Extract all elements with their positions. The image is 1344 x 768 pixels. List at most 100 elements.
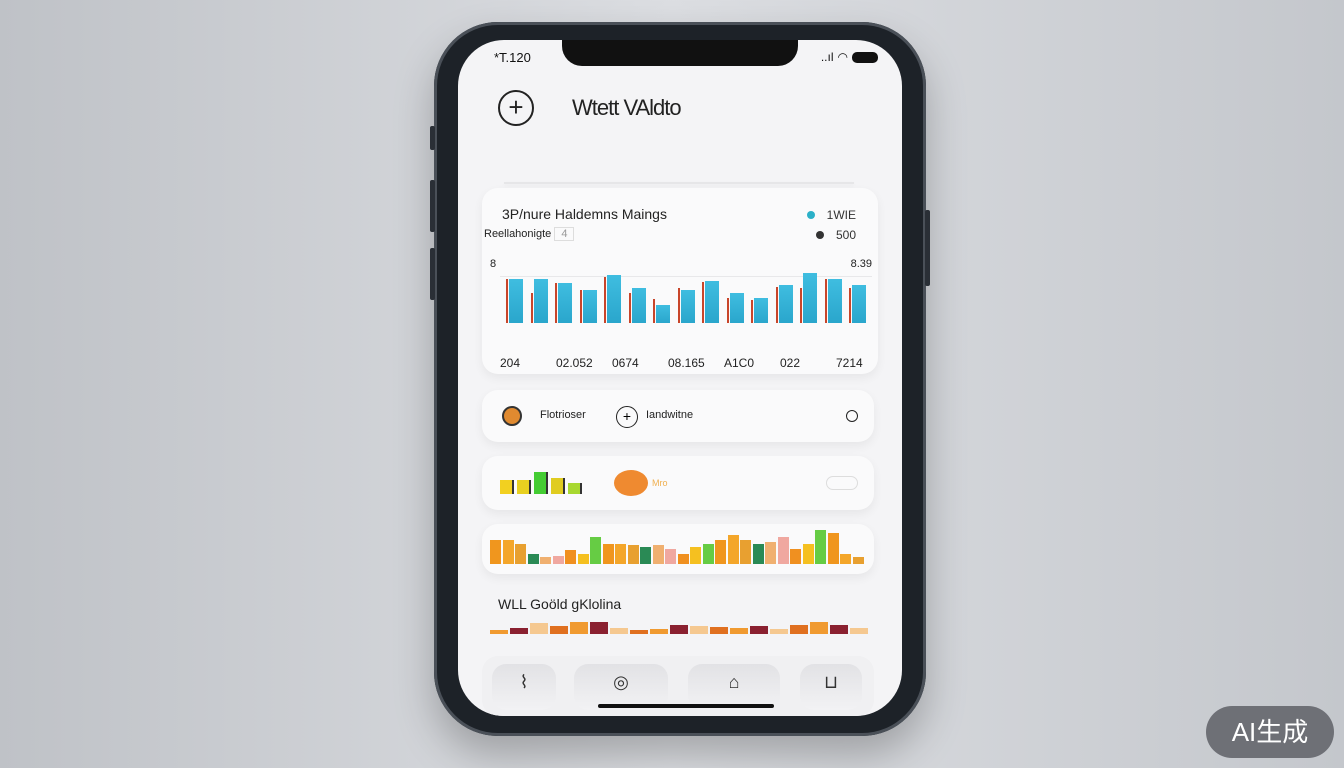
strip-bar: [540, 557, 551, 564]
power-button: [925, 210, 930, 286]
section-title: WLL Goöld gKlolina: [498, 596, 622, 612]
strip-bar: [610, 628, 628, 634]
strip-bar: [650, 629, 668, 634]
strip-bar: [830, 625, 848, 634]
strip-bar: [665, 548, 676, 564]
strip-bar: [810, 622, 828, 634]
strip-bar: [852, 557, 864, 564]
bar-mark: [852, 284, 866, 323]
bar-mark: [558, 283, 572, 323]
screen: *T‌.120 ..ıl ◠ + Wtett VAldto 3P/nure Ha…: [458, 40, 902, 716]
line-mark: [775, 287, 778, 323]
watermark-badge: AI生成: [1206, 706, 1334, 758]
signal-icon: ..ıl: [820, 50, 834, 64]
strip-bar: [627, 545, 639, 564]
row-item-2[interactable]: Iandwitne: [646, 409, 694, 421]
strip-bar: [702, 543, 714, 564]
legend-label: 1WIE: [826, 208, 856, 222]
strip-bar: [527, 553, 539, 564]
strip-bar: [565, 550, 576, 564]
strip-bar: [710, 627, 728, 634]
legend-item: 1WIE: [806, 208, 856, 222]
chart-card: 3P/nure Haldemns Maings Reellahonigte 4 …: [482, 188, 878, 374]
line-mark: [677, 288, 680, 323]
bar-chart: [500, 273, 872, 336]
row-item-1[interactable]: Flotrioser: [540, 409, 586, 421]
line-mark: [849, 288, 851, 323]
orange-icon: [614, 470, 648, 496]
volume-up-button: [430, 180, 435, 232]
mini-bar: [500, 479, 514, 494]
line-mark: [530, 293, 533, 323]
clock-icon[interactable]: +: [616, 406, 638, 428]
bar-mark: [827, 279, 842, 323]
line-mark: [604, 277, 606, 323]
line-mark: [751, 300, 753, 323]
strip-bar: [752, 543, 764, 564]
strip-bar-chart: [490, 530, 866, 564]
bar-mark: [680, 289, 695, 323]
page-title: Wtett VAldto: [572, 95, 682, 120]
mini-bar: [534, 472, 548, 494]
avatar[interactable]: [502, 406, 522, 426]
mini-bar: [517, 479, 531, 494]
strip-bar: [790, 625, 808, 634]
line-mark: [628, 293, 631, 323]
bar-mark: [778, 284, 793, 323]
cup-icon[interactable]: ⊔: [800, 664, 862, 710]
strip-bar: [827, 533, 839, 564]
strip-bar: [690, 547, 701, 564]
radio-button[interactable]: [846, 410, 858, 422]
row-card: Flotrioser + Iandwitne: [482, 390, 874, 442]
x-tick-label: 0674: [612, 356, 639, 370]
bar-mark: [607, 275, 621, 323]
toggle[interactable]: [826, 476, 858, 490]
strip-card: [482, 524, 874, 574]
strip-bar: [815, 530, 826, 564]
chart-subtitle: Reellahonigte 4: [484, 227, 575, 241]
line-mark: [824, 279, 827, 323]
box-icon[interactable]: ⌂: [688, 664, 780, 710]
x-tick-label: 204: [500, 356, 521, 370]
mini-bar: [551, 478, 565, 494]
strip-bar: [640, 547, 651, 564]
home-indicator[interactable]: [598, 704, 774, 708]
y-label-right: 8.39: [850, 258, 872, 270]
mini-label: Mro: [652, 478, 668, 488]
x-tick-label: 08.165: [668, 356, 705, 370]
strip-bar: [770, 629, 788, 634]
line-mark: [506, 279, 508, 323]
bar-mark: [533, 279, 548, 323]
notch: [562, 40, 798, 66]
strip-bar: [840, 553, 851, 564]
x-tick-label: 02.052: [556, 356, 593, 370]
strip-bar: [550, 626, 568, 634]
edit-icon[interactable]: 4: [554, 227, 575, 241]
strip-bar: [552, 555, 564, 564]
wifi-icon: ◠: [837, 50, 848, 64]
strip-bar: [602, 543, 614, 564]
legend-item: 500: [815, 228, 856, 242]
strip-bar: [515, 543, 526, 564]
strip-bar: [590, 622, 608, 634]
header: + Wtett VAldto: [498, 90, 682, 126]
strip-bar: [502, 540, 514, 564]
status-icons: ..ıl ◠: [821, 50, 878, 64]
route-icon[interactable]: ⌇: [492, 664, 556, 710]
bar-mark: [729, 292, 744, 323]
divider: [504, 182, 854, 184]
bar-mark: [705, 281, 719, 323]
strip-bar: [727, 535, 739, 564]
volume-down-button: [430, 248, 435, 300]
chart-title: 3P/nure Haldemns Maings: [502, 206, 667, 222]
y-label-left: 8: [490, 258, 497, 270]
strip-bar: [630, 630, 648, 634]
strip-bar: [577, 553, 589, 564]
strip-bar: [750, 626, 768, 634]
strip-bar: [590, 536, 601, 564]
phone-frame: *T‌.120 ..ıl ◠ + Wtett VAldto 3P/nure Ha…: [430, 22, 930, 736]
eye-icon[interactable]: ◎: [574, 664, 668, 710]
x-tick-label: A1C0: [724, 356, 755, 370]
plus-circle-icon[interactable]: +: [498, 90, 534, 126]
subtitle-text: Reellahonigte: [484, 228, 552, 240]
